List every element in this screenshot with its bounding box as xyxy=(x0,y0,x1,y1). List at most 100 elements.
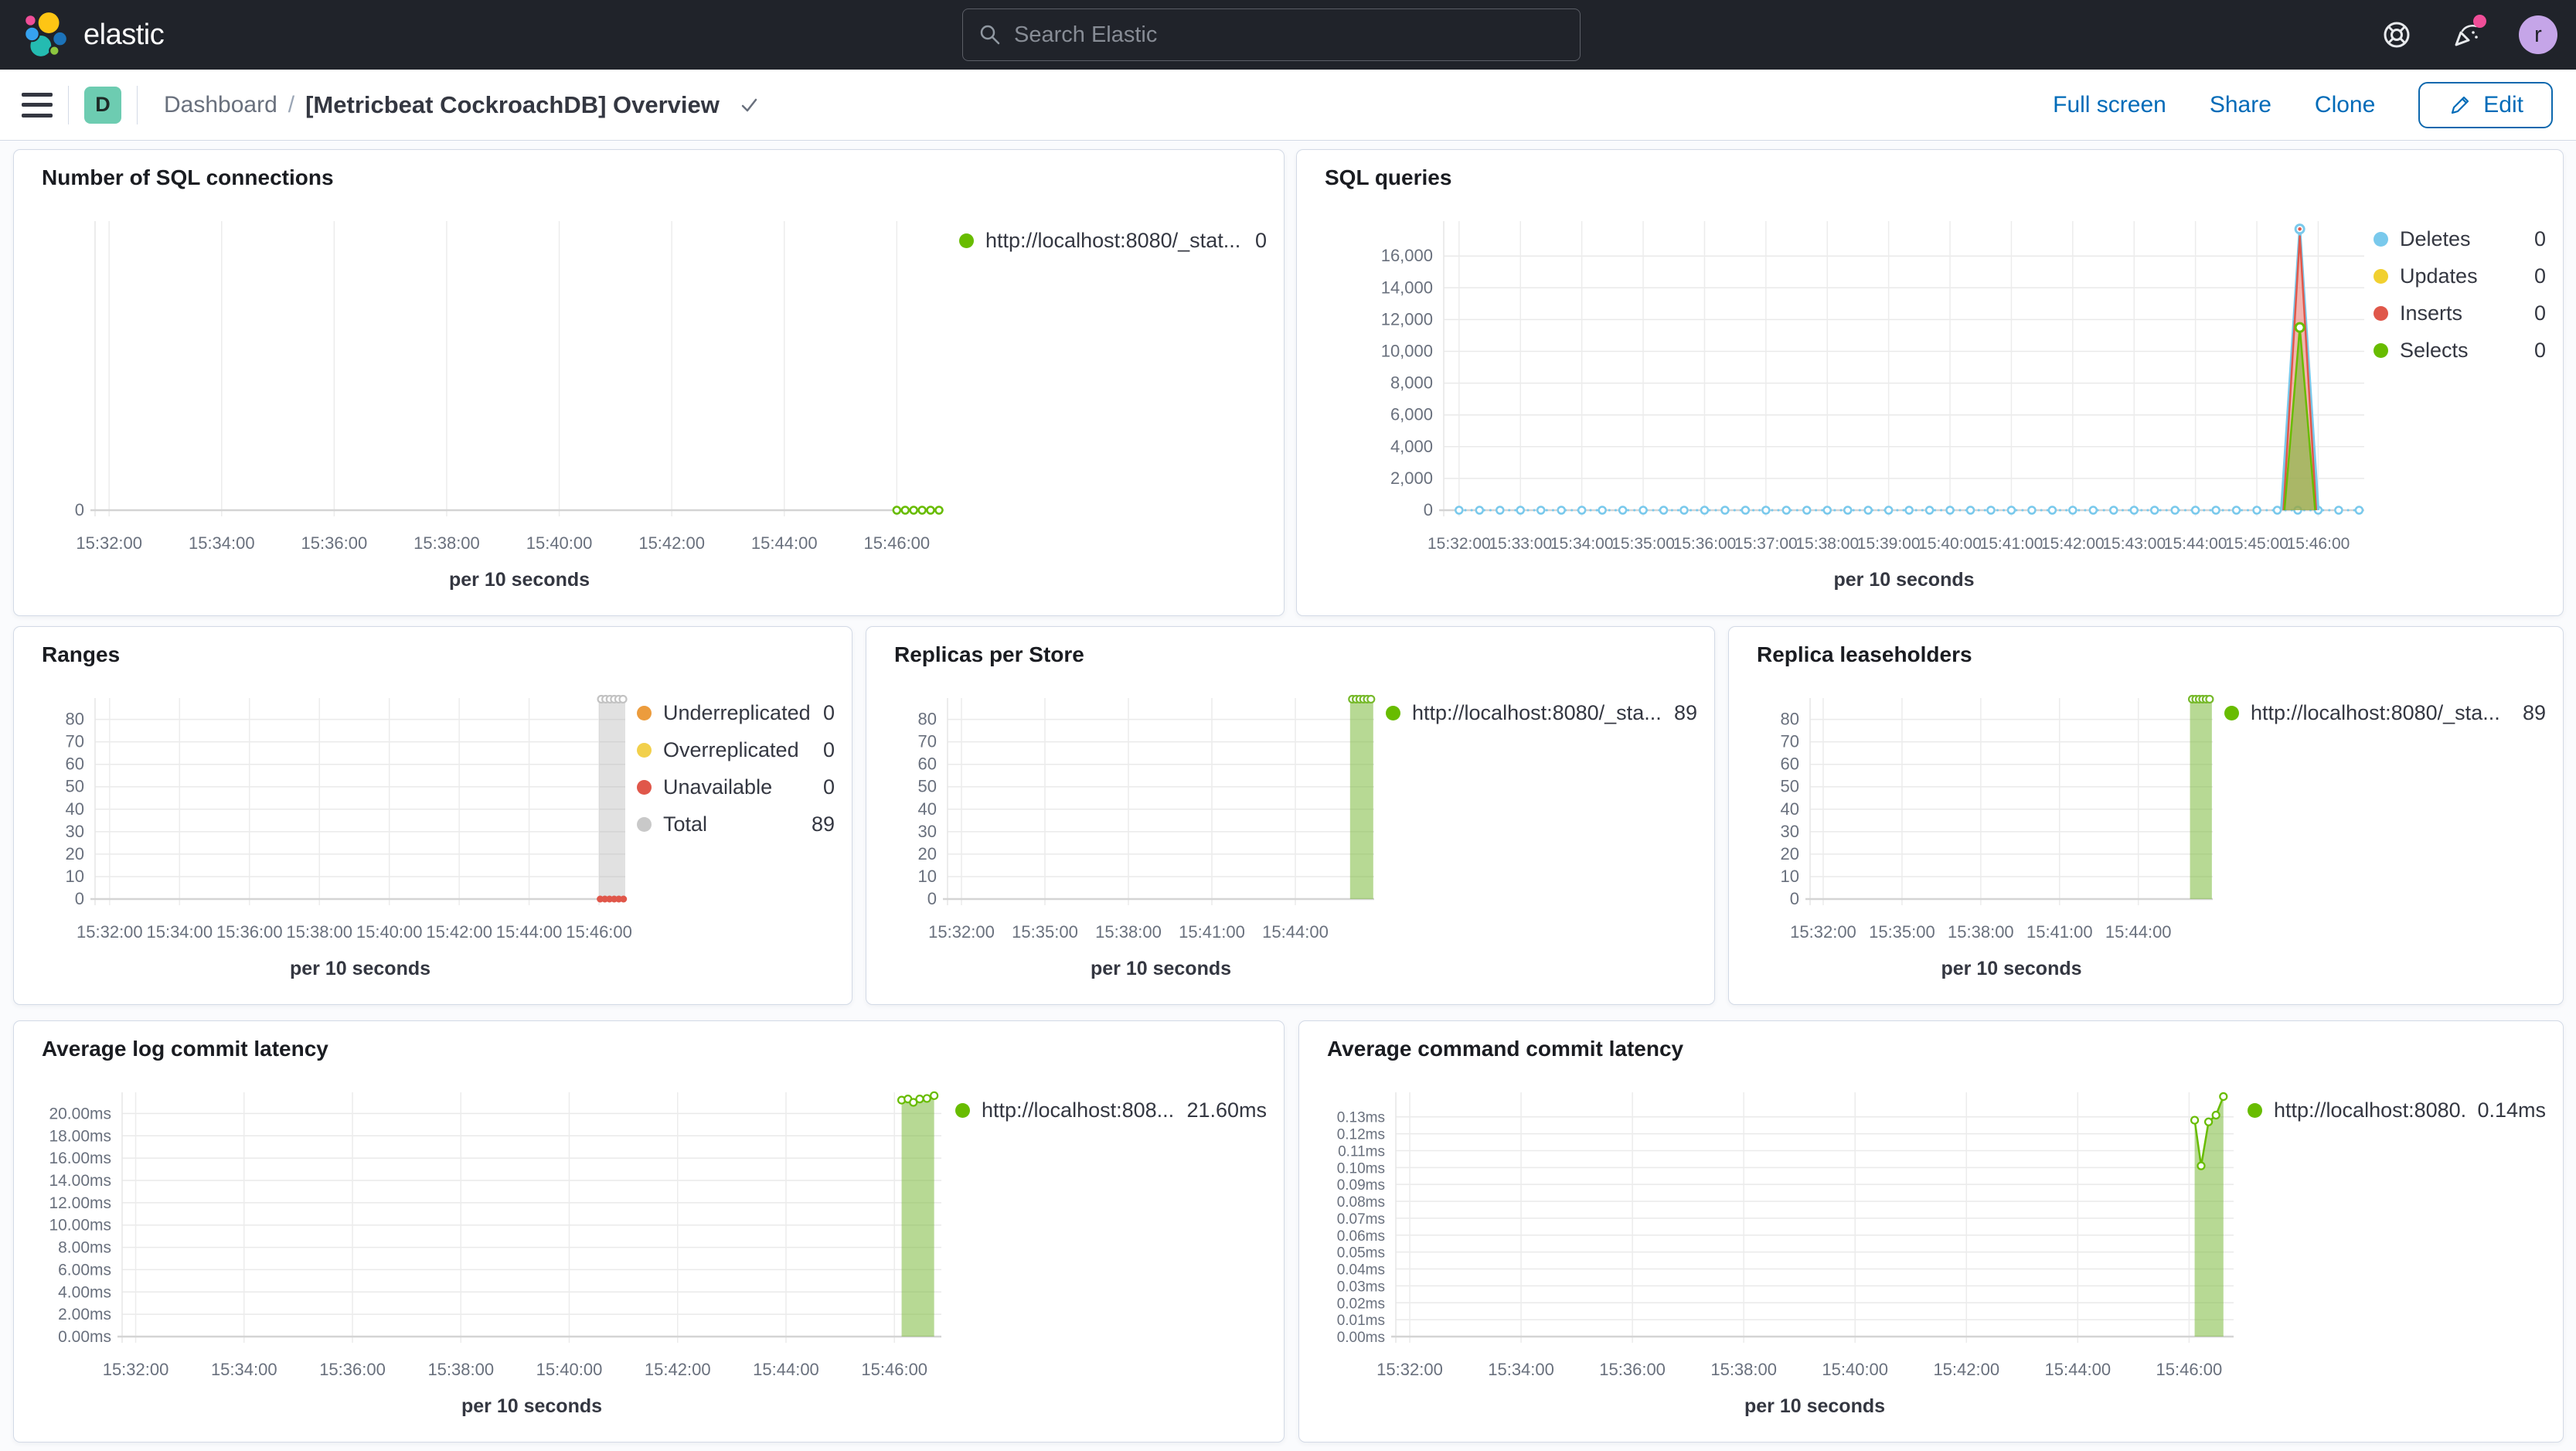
svg-text:2.00ms: 2.00ms xyxy=(58,1306,111,1323)
legend-item[interactable]: Selects 0 xyxy=(2374,339,2546,363)
legend-series-label: http://localhost:8080/_sta... xyxy=(2251,701,2500,724)
svg-text:15:38:00: 15:38:00 xyxy=(1095,922,1162,942)
legend-series-value: 89 xyxy=(811,812,835,836)
svg-text:6,000: 6,000 xyxy=(1390,405,1433,424)
chart-legend: http://localhost:8080... 0.14ms xyxy=(2248,1069,2555,1437)
panel-sql-queries: SQL queries 0 2,000 4,000 6,000 8,000 10,000 1… xyxy=(1296,149,2564,616)
svg-text:70: 70 xyxy=(918,732,937,751)
svg-text:15:41:00: 15:41:00 xyxy=(1980,535,2043,553)
nav-right-group: r xyxy=(2380,0,2557,70)
panel-title: SQL queries xyxy=(1325,165,1452,189)
legend-item[interactable]: http://localhost:8080... 0.14ms xyxy=(2248,1098,2546,1122)
svg-text:15:36:00: 15:36:00 xyxy=(1673,535,1737,553)
share-button[interactable]: Share xyxy=(2209,91,2271,118)
svg-text:60: 60 xyxy=(918,754,937,774)
svg-text:0.06ms: 0.06ms xyxy=(1337,1228,1385,1245)
newsfeed-icon[interactable] xyxy=(2449,15,2486,52)
legend-item[interactable]: Total 89 xyxy=(637,812,835,836)
timeseries-chart[interactable]: 0 2,000 4,000 6,000 8,000 10,000 12,000 14,000 1… xyxy=(1305,198,2374,611)
help-icon[interactable] xyxy=(2380,18,2414,52)
svg-text:15:32:00: 15:32:00 xyxy=(76,533,142,553)
legend-series-label: Selects xyxy=(2400,339,2469,362)
svg-text:60: 60 xyxy=(1781,754,1799,774)
svg-text:15:38:00: 15:38:00 xyxy=(286,922,352,942)
svg-text:15:32:00: 15:32:00 xyxy=(103,1360,169,1379)
svg-text:0.12ms: 0.12ms xyxy=(1337,1127,1385,1143)
chart-legend: Deletes 0 Updates 0 Inserts 0 Selects 0 xyxy=(2374,198,2555,611)
menu-hamburger-icon[interactable] xyxy=(22,92,53,118)
panel-title: Average log commit latency xyxy=(42,1037,328,1061)
timeseries-chart[interactable]: 0 10 20 30 40 50 60 70 80 15:32:00 15:34:00 15:36:0… xyxy=(22,675,637,1000)
svg-text:0.05ms: 0.05ms xyxy=(1337,1245,1385,1262)
svg-text:15:35:00: 15:35:00 xyxy=(1869,922,1935,942)
svg-text:15:42:00: 15:42:00 xyxy=(1933,1360,1999,1379)
svg-text:15:43:00: 15:43:00 xyxy=(2102,535,2166,553)
panel-average-log-commit-latency: Average log commit latency 0.00ms 2.00ms 4… xyxy=(13,1020,1285,1442)
svg-text:15:45:00: 15:45:00 xyxy=(2225,535,2288,553)
notification-badge xyxy=(2473,15,2486,28)
panel-title: Number of SQL connections xyxy=(42,165,334,189)
timeseries-chart[interactable]: 0 15:32:00 15:34:00 15:36:00 15:38:00 15:40:0… xyxy=(22,198,959,611)
svg-text:15:44:00: 15:44:00 xyxy=(2164,535,2227,553)
svg-text:15:40:00: 15:40:00 xyxy=(356,922,423,942)
legend-item[interactable]: http://localhost:8080/_stat... 0 xyxy=(959,229,1267,253)
clone-button[interactable]: Clone xyxy=(2314,91,2376,118)
dashboard-header: D Dashboard / [Metricbeat CockroachDB] O… xyxy=(0,70,2576,141)
svg-text:15:40:00: 15:40:00 xyxy=(526,533,593,553)
legend-series-label: Deletes xyxy=(2400,227,2471,250)
legend-item[interactable]: Updates 0 xyxy=(2374,264,2546,288)
legend-series-dot xyxy=(2374,343,2388,358)
legend-item[interactable]: Deletes 0 xyxy=(2374,227,2546,251)
svg-text:15:46:00: 15:46:00 xyxy=(2156,1360,2223,1379)
legend-series-value: 0 xyxy=(2533,227,2546,250)
panel-title: Replica leaseholders xyxy=(1757,642,1972,666)
edit-button[interactable]: Edit xyxy=(2418,81,2553,128)
svg-text:15:36:00: 15:36:00 xyxy=(301,533,368,553)
legend-series-dot xyxy=(637,817,652,832)
svg-text:15:35:00: 15:35:00 xyxy=(1012,922,1078,942)
user-avatar[interactable]: r xyxy=(2519,15,2557,54)
svg-text:12.00ms: 12.00ms xyxy=(49,1194,111,1212)
legend-item[interactable]: http://localhost:8080/_sta... 89 xyxy=(1386,701,1697,725)
svg-text:2,000: 2,000 xyxy=(1390,468,1433,488)
svg-text:15:36:00: 15:36:00 xyxy=(216,922,283,942)
legend-series-label: http://localhost:8080... xyxy=(2274,1098,2466,1122)
svg-text:0.08ms: 0.08ms xyxy=(1337,1194,1385,1211)
svg-text:12,000: 12,000 xyxy=(1381,309,1433,329)
svg-text:15:36:00: 15:36:00 xyxy=(1599,1360,1666,1379)
panel-replica-leaseholders: Replica leaseholders 0 10 20 30 40 50 60 70 80 15… xyxy=(1728,626,2564,1005)
timeseries-chart[interactable]: 0.00ms 2.00ms 4.00ms 6.00ms 8.00ms 10.00ms 12.… xyxy=(22,1069,955,1437)
svg-text:15:44:00: 15:44:00 xyxy=(1262,922,1329,942)
legend-item[interactable]: Unavailable 0 xyxy=(637,775,835,799)
legend-item[interactable]: http://localhost:808... 21.60ms xyxy=(955,1098,1267,1122)
svg-text:15:44:00: 15:44:00 xyxy=(2105,922,2172,942)
panel-title: Ranges xyxy=(42,642,121,666)
elastic-logo[interactable]: elastic xyxy=(0,9,165,60)
timeseries-chart[interactable]: 0.00ms 0.01ms 0.02ms 0.03ms 0.04ms 0.05ms 0.06… xyxy=(1307,1069,2248,1437)
legend-item[interactable]: Underreplicated 0 xyxy=(637,701,835,725)
svg-text:14,000: 14,000 xyxy=(1381,278,1433,297)
svg-text:per 10 seconds: per 10 seconds xyxy=(1941,958,2081,979)
search-input[interactable] xyxy=(1014,22,1564,48)
legend-item[interactable]: Inserts 0 xyxy=(2374,301,2546,325)
legend-item[interactable]: http://localhost:8080/_sta... 89 xyxy=(2224,701,2546,725)
svg-text:0: 0 xyxy=(927,889,937,908)
legend-series-label: Total xyxy=(663,812,708,836)
breadcrumb-dashboard-link[interactable]: Dashboard xyxy=(164,91,277,118)
dashboard-app-badge[interactable]: D xyxy=(84,86,121,124)
svg-text:15:44:00: 15:44:00 xyxy=(751,533,818,553)
timeseries-chart[interactable]: 0 10 20 30 40 50 60 70 80 15:32:00 15:35:00 15:38:0… xyxy=(874,675,1386,1000)
svg-text:15:46:00: 15:46:00 xyxy=(2287,535,2350,553)
full-screen-button[interactable]: Full screen xyxy=(2053,91,2166,118)
legend-series-dot xyxy=(2374,269,2388,284)
svg-text:per 10 seconds: per 10 seconds xyxy=(449,569,590,591)
svg-text:60: 60 xyxy=(66,754,84,774)
global-search[interactable] xyxy=(962,9,1581,61)
chart-legend: Underreplicated 0 Overreplicated 0 Unavailab… xyxy=(637,675,844,1000)
svg-text:per 10 seconds: per 10 seconds xyxy=(1091,958,1231,979)
svg-text:40: 40 xyxy=(918,799,937,819)
legend-item[interactable]: Overreplicated 0 xyxy=(637,738,835,762)
timeseries-chart[interactable]: 0 10 20 30 40 50 60 70 80 15:32:00 15:35:00 15:38:0… xyxy=(1737,675,2224,1000)
chart-legend: http://localhost:808... 21.60ms xyxy=(955,1069,1276,1437)
page-title[interactable]: [Metricbeat CockroachDB] Overview xyxy=(305,90,720,118)
